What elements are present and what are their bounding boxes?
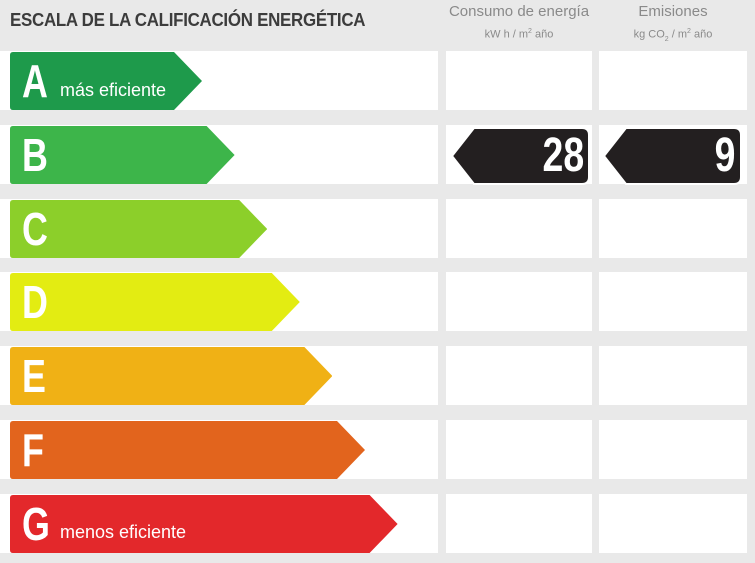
rating-letter: B [22,128,48,181]
cell-right-c [599,198,747,258]
emissions-column-header: Emisiones kg CO2 / m2 año [599,3,747,51]
cell-right-a [599,51,747,110]
rating-arrow-b: B [10,125,235,184]
rating-letter: A [22,55,48,107]
cell-mid-c [446,198,592,258]
cell-right-g [599,493,747,553]
cell-right-e [599,346,747,406]
cell-mid-e [446,346,592,406]
cell-right-d [599,272,747,332]
rating-letter: F [22,424,44,476]
rating-row-f: F [0,420,755,479]
emissions-column-unit: kg CO2 / m2 año [633,28,713,43]
rating-row-c: C [0,198,755,258]
rating-arrow-f: F [10,421,365,479]
rating-letter: C [22,202,48,255]
page-title: ESCALA DE LA CALIFICACIÓN ENERGÉTICA [10,10,366,30]
energy-column-header: Consumo de energía kW h / m2 año [446,3,592,46]
cell-mid-f [446,420,592,479]
energy-consumption-tag: 28 [452,126,590,185]
energy-consumption-value: 28 [542,128,584,182]
rating-letter: D [22,276,48,329]
rating-note: menos eficiente [60,522,187,543]
rating-note: más eficiente [60,79,167,100]
rating-row-d: D [0,272,755,332]
rating-letter: G [22,497,50,550]
emissions-value: 9 [714,128,736,182]
emissions-tag: 9 [604,126,742,185]
energy-column-label: Consumo de energía [448,3,590,20]
cell-mid-g [446,493,592,553]
rating-letter: E [22,350,46,403]
emissions-column-label: Emisiones [638,3,708,20]
rating-arrow-c: C [10,199,268,258]
cell-right-f [599,420,747,479]
energy-column-unit: kW h / m2 año [484,28,554,41]
rating-row-b: B 28 9 [0,124,755,185]
rating-row-e: E [0,346,755,406]
rating-arrow-e: E [10,347,333,406]
cell-mid-a [446,51,592,110]
cell-mid-d [446,272,592,332]
rating-arrow-d: D [10,273,300,332]
